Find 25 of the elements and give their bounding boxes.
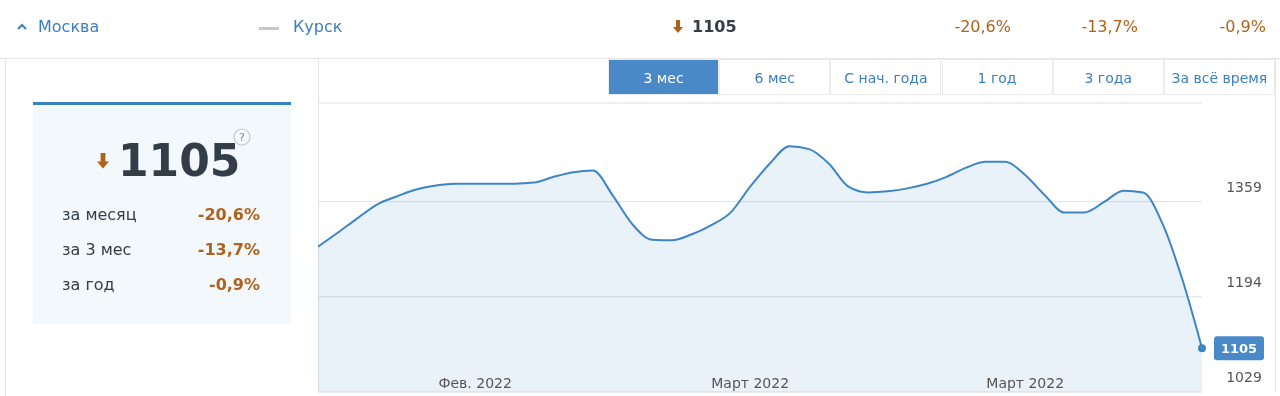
text: 1 год [941,59,1053,95]
text: -13,7% [1080,17,1138,36]
text: 1105 [1220,341,1258,357]
x-tick-label: Март 2022 [711,375,790,391]
text: 6 мес [719,59,831,95]
text: Москва [38,17,100,36]
text: С нач. года [830,59,942,95]
text: 3 мес [608,59,720,95]
y-tick-label: 1359 [1226,178,1262,195]
text: -20,6% [953,17,1011,36]
text: за месяц [62,205,137,224]
text: Курск [293,17,343,36]
text: За всё время [1163,59,1275,95]
y-tick-label: 1029 [1226,369,1262,385]
x-tick-label: Фев. 2022 [438,375,512,391]
text: 1105 [692,17,737,36]
y-tick-label: 1194 [1226,273,1262,290]
x-tick-label: Март 2022 [986,375,1065,391]
text: -13,7% [196,240,260,259]
text: за год [62,275,115,294]
text: -0,9% [1218,17,1266,36]
text: -0,9% [208,275,260,294]
text: 3 года [1052,59,1164,95]
text: за 3 мес [62,240,132,259]
text: -20,6% [196,205,260,224]
